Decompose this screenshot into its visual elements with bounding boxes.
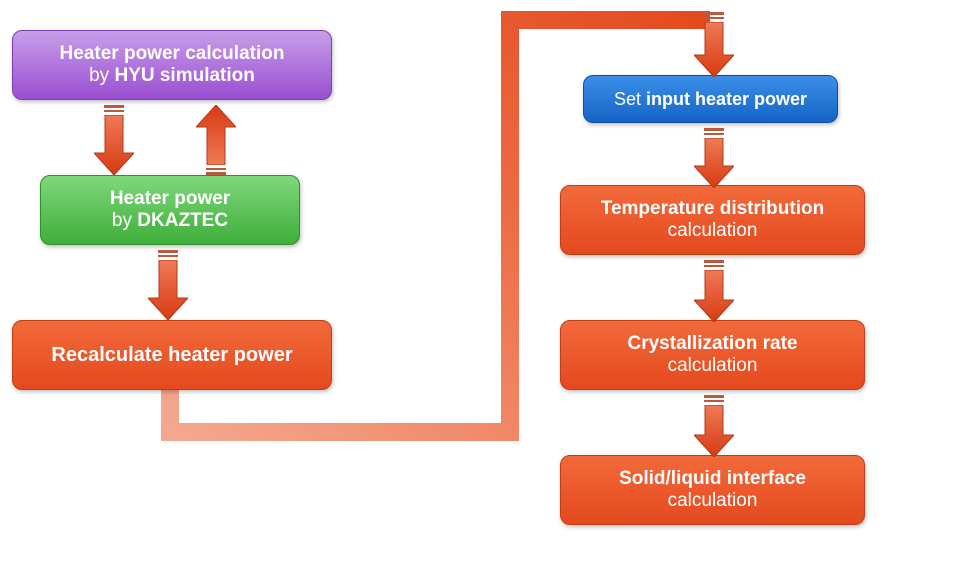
arrow-a2: [148, 250, 188, 320]
node-text-segment: Temperature distribution: [601, 198, 824, 219]
node-text-segment: calculation: [668, 490, 758, 511]
node-text-segment: by: [112, 210, 137, 231]
node-set-input: Set input heater power: [583, 75, 838, 123]
node-text-segment: calculation: [668, 355, 758, 376]
node-text-segment: input heater power: [646, 89, 807, 109]
node-heater-dkaztec: Heater powerby DKAZTEC: [40, 175, 300, 245]
node-line: calculation: [668, 490, 758, 512]
arrow-cap: [158, 255, 178, 257]
arrow-cap: [704, 265, 724, 267]
node-heater-calc: Heater power calculationby HYU simulatio…: [12, 30, 332, 100]
arrow-down-icon: [196, 105, 236, 165]
node-line: Recalculate heater power: [51, 344, 292, 367]
node-text-segment: Set: [614, 89, 646, 109]
node-text-segment: Solid/liquid interface: [619, 468, 806, 489]
node-text-segment: DKAZTEC: [137, 210, 228, 231]
node-text-segment: Heater power calculation: [60, 43, 285, 64]
arrow-cap: [704, 128, 724, 131]
node-text-segment: HYU simulation: [114, 65, 254, 86]
arrow-r3: [694, 260, 734, 322]
node-line: calculation: [668, 355, 758, 377]
arrow-down-icon: [694, 270, 734, 322]
node-temp-dist: Temperature distributioncalculation: [560, 185, 865, 255]
arrow-down-icon: [694, 405, 734, 457]
arrow-cap: [206, 168, 226, 170]
arrow-cap: [206, 172, 226, 175]
arrow-cap: [104, 110, 124, 112]
node-line: Set input heater power: [614, 89, 807, 110]
arrow-cap: [704, 17, 724, 19]
arrow-a1-down: [94, 105, 134, 175]
node-text-segment: Crystallization rate: [628, 333, 798, 354]
node-text-segment: Heater power: [110, 188, 230, 209]
node-line: by DKAZTEC: [112, 210, 228, 232]
arrow-cap: [158, 250, 178, 253]
node-line: Heater power calculation: [60, 43, 285, 65]
arrow-cap: [704, 12, 724, 15]
node-cryst-rate: Crystallization ratecalculation: [560, 320, 865, 390]
arrow-down-icon: [148, 260, 188, 320]
node-line: Heater power: [110, 188, 230, 210]
arrow-r1: [694, 12, 734, 77]
arrow-down-icon: [694, 138, 734, 188]
node-text-segment: Recalculate heater power: [51, 344, 292, 366]
node-line: Temperature distribution: [601, 198, 824, 220]
node-text-segment: by: [89, 65, 114, 86]
arrow-cap: [104, 105, 124, 108]
arrow-cap: [704, 400, 724, 402]
node-solid-liquid: Solid/liquid interfacecalculation: [560, 455, 865, 525]
arrow-cap: [704, 260, 724, 263]
arrow-a1-up: [196, 105, 236, 175]
arrow-r2: [694, 128, 734, 188]
arrow-r4: [694, 395, 734, 457]
node-line: Solid/liquid interface: [619, 468, 806, 490]
node-recalc: Recalculate heater power: [12, 320, 332, 390]
arrow-cap: [704, 395, 724, 398]
node-line: Crystallization rate: [628, 333, 798, 355]
arrow-down-icon: [694, 22, 734, 77]
node-line: calculation: [668, 220, 758, 242]
arrow-cap: [704, 133, 724, 135]
node-text-segment: calculation: [668, 220, 758, 241]
node-line: by HYU simulation: [89, 65, 255, 87]
arrow-down-icon: [94, 115, 134, 175]
